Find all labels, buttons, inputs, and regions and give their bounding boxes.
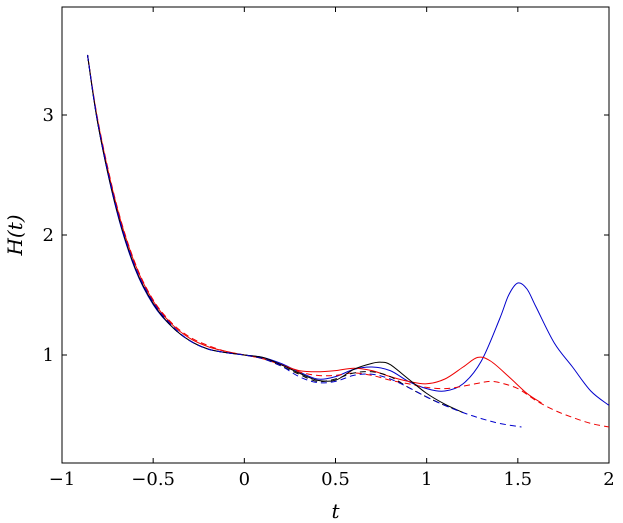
series-line-1 <box>87 54 609 406</box>
x-tick-label: 1.5 <box>504 469 533 490</box>
series-line-5 <box>87 54 464 414</box>
series-line-2 <box>87 54 542 404</box>
x-tick-label: −0.5 <box>131 469 175 490</box>
plot-frame <box>61 6 610 464</box>
x-tick-label: −1 <box>49 469 76 490</box>
y-axis-label: H(t) <box>3 214 27 256</box>
series-line-6 <box>87 54 522 428</box>
series-line-3 <box>87 54 609 428</box>
series-layer <box>87 54 609 428</box>
series-line-4 <box>87 54 464 414</box>
x-axis-label: t <box>331 499 340 523</box>
x-tick-label: 0 <box>239 469 250 490</box>
y-tick-label: 1 <box>43 345 54 366</box>
axis-ticks: −1 −0.5 0 0.5 1 1.5 2 1 2 3 <box>43 7 615 490</box>
x-tick-label: 1 <box>421 469 432 490</box>
x-tick-label: 2 <box>603 469 614 490</box>
x-tick-label: 0.5 <box>321 469 350 490</box>
y-tick-label: 2 <box>43 225 54 246</box>
y-tick-label: 3 <box>43 105 54 126</box>
